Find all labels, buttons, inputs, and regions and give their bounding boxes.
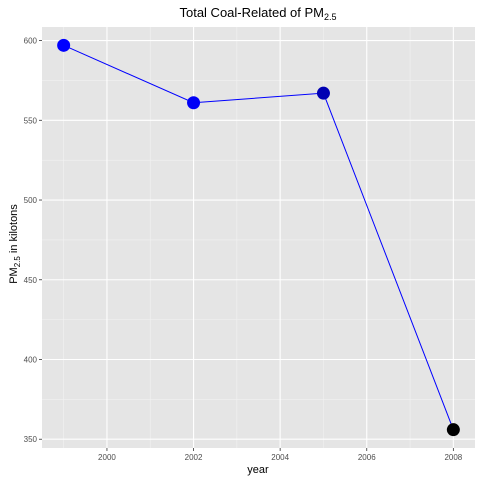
- panel-background: [42, 27, 475, 448]
- data-point: [446, 423, 460, 437]
- y-tick-label: 350: [24, 435, 38, 444]
- x-tick-label: 2006: [358, 453, 376, 462]
- data-point: [187, 96, 201, 110]
- y-axis-title-post: in kilotons: [8, 204, 20, 256]
- chart-title-subscript: 2.5: [324, 12, 337, 22]
- series-line: [63, 44, 454, 430]
- chart-title-main: Total Coal-Related of PM: [179, 5, 324, 20]
- x-axis-title: year: [247, 464, 269, 476]
- chart-title: Total Coal-Related of PM2.5: [179, 5, 336, 22]
- y-tick-label: 600: [24, 37, 38, 46]
- y-tick-label: 550: [24, 116, 38, 125]
- y-axis-title: PM2.5 in kilotons: [8, 204, 22, 284]
- data-point: [316, 86, 330, 100]
- x-tick-label: 2004: [271, 453, 289, 462]
- x-tick-label: 2002: [185, 453, 203, 462]
- x-tick-label: 2008: [444, 453, 462, 462]
- y-tick-label: 400: [24, 355, 38, 364]
- y-axis-title-pre: PM: [8, 267, 20, 284]
- x-tick-label: 2000: [98, 453, 116, 462]
- y-axis-title-subscript: 2.5: [13, 256, 22, 268]
- y-tick-label: 450: [24, 276, 38, 285]
- data-point: [57, 38, 71, 52]
- y-tick-label: 500: [24, 196, 38, 205]
- plot-panel: [42, 27, 475, 448]
